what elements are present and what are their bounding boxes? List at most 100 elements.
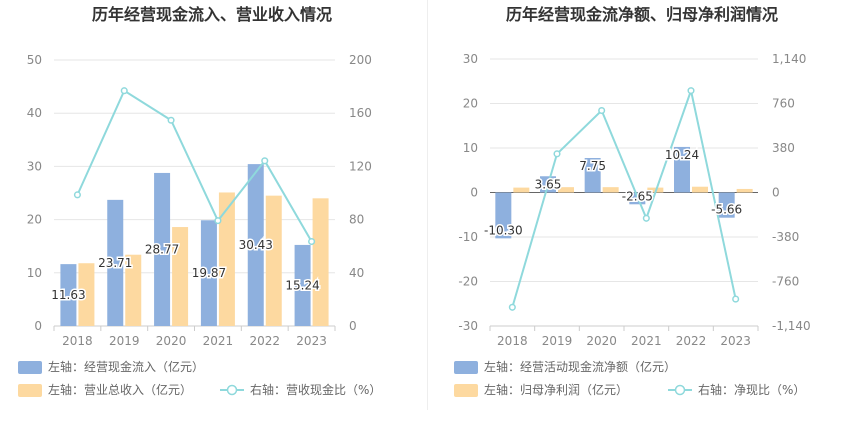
data-label: 15.24 [285, 278, 319, 292]
line-point [598, 106, 606, 115]
data-label: -10.30 [484, 223, 523, 237]
data-label: 23.71 [98, 256, 132, 270]
data-label: 7.75 [579, 159, 606, 173]
left-axis-tick-label: -20 [458, 275, 478, 289]
x-axis-tick-label: 2020 [586, 334, 617, 348]
left-axis-tick-label: 20 [27, 213, 42, 227]
x-axis-tick-label: 2018 [497, 334, 528, 348]
bar-primary [294, 244, 311, 326]
right-axis-tick-label: 80 [349, 213, 364, 227]
bar-primary [247, 164, 264, 326]
bar-primary [107, 199, 124, 326]
legend-swatch-marker [674, 384, 686, 396]
chart-title: 历年经营现金流净额、归母净利润情况 [506, 5, 778, 24]
data-label: -5.66 [711, 203, 742, 217]
legend-label: 左轴：经营现金流入（亿元） [48, 359, 204, 374]
data-label: 10.24 [665, 148, 699, 162]
line-point [687, 87, 695, 95]
series-line [511, 86, 737, 308]
bar-secondary [312, 198, 329, 326]
right-axis-tick-label: -380 [772, 230, 799, 244]
left-axis-tick-label: 30 [463, 52, 478, 66]
right-axis-tick-label: 380 [772, 141, 795, 155]
x-axis-tick-label: 2022 [676, 334, 707, 348]
left-axis-tick-label: 0 [34, 319, 42, 333]
bar-primary [674, 146, 690, 193]
right-axis-tick-label: 40 [349, 266, 364, 280]
legend-label: 右轴：营收现金比（%） [250, 382, 381, 397]
x-axis-tick-label: 2019 [109, 334, 140, 348]
right-axis-tick-label: 200 [349, 53, 372, 67]
bar-secondary [125, 254, 142, 326]
x-axis-tick-label: 2022 [249, 334, 280, 348]
bar-primary [60, 264, 77, 326]
left-axis-tick-label: 30 [27, 159, 42, 173]
legend-label: 左轴：经营活动现金流净额（亿元） [484, 359, 676, 374]
data-label: 30.43 [239, 238, 273, 252]
line-point [642, 214, 650, 222]
chart-title: 历年经营现金流入、营业收入情况 [92, 5, 332, 24]
x-axis-tick-label: 2021 [631, 334, 662, 348]
right-axis-tick-label: 1,140 [772, 52, 806, 66]
data-label: 3.65 [535, 177, 562, 191]
line-point [308, 237, 316, 246]
line-point [553, 150, 561, 158]
data-label: 28.77 [145, 242, 179, 256]
line-point [167, 116, 175, 124]
x-axis-tick-label: 2020 [156, 334, 187, 348]
x-axis-tick-label: 2019 [542, 334, 573, 348]
x-axis-tick-label: 2021 [203, 334, 234, 348]
bar-secondary [218, 192, 235, 326]
legend-swatch-marker [226, 384, 238, 396]
x-axis-tick-label: 2023 [720, 334, 751, 348]
bar-primary [200, 220, 217, 326]
bar-secondary [602, 187, 619, 193]
left-axis-tick-label: 20 [463, 97, 478, 111]
bar-primary [495, 192, 512, 239]
line-point [508, 303, 516, 311]
left-axis-tick-label: 50 [27, 53, 42, 67]
left-axis-tick-label: 40 [27, 106, 42, 120]
bar-secondary [736, 188, 753, 193]
legend-swatch [18, 361, 42, 374]
line-point [214, 217, 222, 225]
right-axis-tick-label: 0 [772, 186, 780, 200]
bar-primary [584, 158, 601, 193]
bar-secondary [558, 187, 574, 193]
right-axis-tick-label: 0 [349, 319, 357, 333]
right-axis-tick-label: 120 [349, 159, 372, 173]
bar-secondary [78, 263, 95, 326]
line-point [261, 157, 269, 165]
right-axis-tick-label: 160 [349, 106, 372, 120]
line-point [120, 87, 128, 95]
right-axis-tick-label: -760 [772, 275, 799, 289]
left-axis-tick-label: 10 [463, 141, 478, 155]
x-axis-tick-label: 2018 [62, 334, 93, 348]
data-label: -2.65 [622, 189, 653, 203]
chart-cash-inflow-revenue: 历年经营现金流入、营业收入情况 0 10 20 30 40 50 0 40 80 120 160 200… [18, 5, 381, 397]
chart-divider [427, 0, 428, 410]
right-axis-tick-label: -1,140 [772, 319, 811, 333]
legend-label: 右轴：净现比（%） [698, 382, 805, 397]
bar-primary [154, 172, 171, 326]
legend-swatch [454, 384, 478, 397]
line-point [732, 295, 740, 303]
series-line [76, 89, 313, 243]
line-point [73, 191, 81, 199]
bar-secondary [513, 187, 530, 193]
bar-secondary [692, 186, 708, 193]
right-axis-tick-label: 760 [772, 97, 795, 111]
legend-swatch [18, 384, 42, 397]
legend-label: 左轴：归母净利润（亿元） [484, 382, 628, 397]
chart-net-cashflow-profit: 历年经营现金流净额、归母净利润情况 -30 -20 -10 0 10 20 30 -1,140 -… [454, 5, 811, 397]
left-axis-tick-label: 0 [470, 186, 478, 200]
bar-primary [718, 192, 735, 218]
left-axis-tick-label: 10 [27, 266, 42, 280]
data-label: 11.63 [51, 288, 85, 302]
bar-secondary [265, 195, 282, 326]
legend-label: 左轴：营业总收入（亿元） [48, 382, 192, 397]
left-axis-tick-label: -10 [458, 230, 478, 244]
left-axis-tick-label: -30 [458, 319, 478, 333]
bar-secondary [172, 227, 189, 326]
